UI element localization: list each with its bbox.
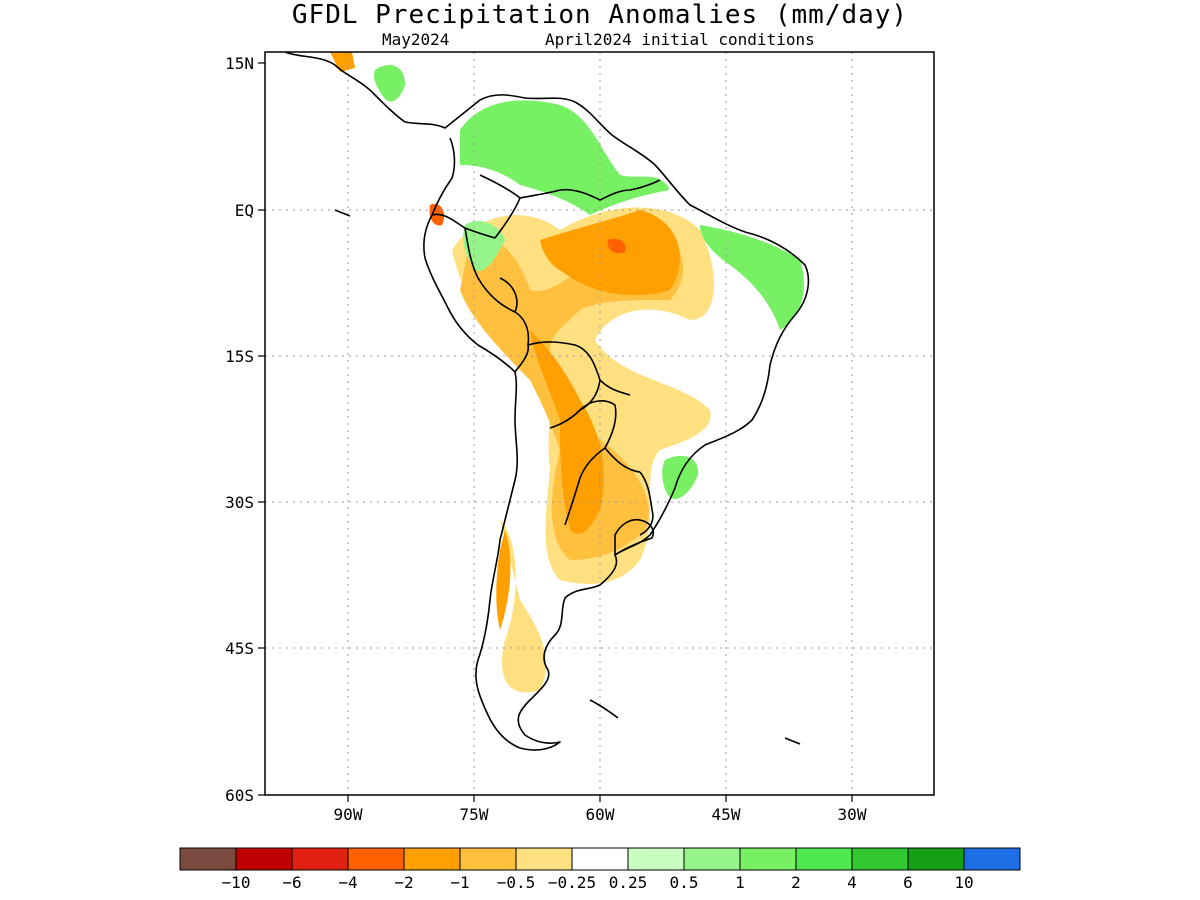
map-subtitle-month: May2024 bbox=[382, 30, 450, 49]
dry-central-america bbox=[330, 52, 355, 72]
colorbar-label: −1 bbox=[450, 873, 469, 892]
colorbar-label: −4 bbox=[338, 873, 357, 892]
y-axis-labels: 15N EQ 15S 30S 45S 60S bbox=[225, 54, 254, 805]
colorbar-label: 6 bbox=[903, 873, 913, 892]
x-axis-labels: 90W 75W 60W 45W 30W bbox=[334, 805, 867, 824]
colorbar-swatch bbox=[571, 847, 629, 871]
colorbar-labels: −10 −6 −4 −2 −1 −0.5 −0.25 0.25 0.5 1 2 4 6 10 bbox=[222, 873, 974, 892]
wet-region-southeast-brazil bbox=[662, 455, 699, 499]
colorbar-label: 10 bbox=[954, 873, 973, 892]
colorbar-swatch bbox=[627, 847, 685, 871]
colorbar-swatch bbox=[347, 847, 405, 871]
y-tick-label: 45S bbox=[225, 639, 254, 658]
colorbar-label: −6 bbox=[282, 873, 301, 892]
colorbar-swatch bbox=[515, 847, 573, 871]
colorbar-label: −2 bbox=[394, 873, 413, 892]
dry-region-bolivia bbox=[530, 330, 604, 534]
colorbar-label: 2 bbox=[791, 873, 801, 892]
y-tick-label: 30S bbox=[225, 493, 254, 512]
y-tick-label: 15N bbox=[225, 54, 254, 73]
colorbar-swatch bbox=[963, 847, 1021, 871]
colorbar-label: −10 bbox=[222, 873, 251, 892]
colorbar-label: −0.5 bbox=[497, 873, 536, 892]
y-tick-label: 60S bbox=[225, 786, 254, 805]
colorbar bbox=[179, 847, 1021, 871]
colorbar-swatch bbox=[235, 847, 293, 871]
tick-marks bbox=[258, 62, 853, 802]
x-tick-label: 60W bbox=[586, 805, 615, 824]
colorbar-label: 4 bbox=[847, 873, 857, 892]
colorbar-label: 0.25 bbox=[609, 873, 648, 892]
colorbar-label: 0.5 bbox=[670, 873, 699, 892]
colorbar-swatch bbox=[739, 847, 797, 871]
colorbar-swatch bbox=[459, 847, 517, 871]
dry-core bbox=[607, 238, 626, 254]
colorbar-swatch bbox=[403, 847, 461, 871]
y-tick-label: EQ bbox=[235, 201, 254, 220]
dry-region-chile bbox=[496, 530, 511, 630]
colorbar-swatch bbox=[851, 847, 909, 871]
colorbar-swatch bbox=[907, 847, 965, 871]
wet-region-central-america bbox=[373, 65, 405, 102]
colorbar-swatch bbox=[795, 847, 853, 871]
dry-region-amazon bbox=[540, 210, 680, 296]
x-tick-label: 75W bbox=[460, 805, 489, 824]
y-tick-label: 15S bbox=[225, 347, 254, 366]
x-tick-label: 45W bbox=[712, 805, 741, 824]
map-subtitle-initial-conditions: April2024 initial conditions bbox=[545, 30, 815, 49]
colorbar-swatch bbox=[179, 847, 237, 871]
colorbar-label: 1 bbox=[735, 873, 745, 892]
dry-region-south bbox=[500, 520, 547, 693]
wet-region-colombia bbox=[463, 220, 505, 271]
colorbar-swatch bbox=[291, 847, 349, 871]
colorbar-label: −0.25 bbox=[548, 873, 596, 892]
map-title: GFDL Precipitation Anomalies (mm/day) bbox=[291, 0, 909, 30]
coastlines bbox=[284, 52, 810, 751]
wet-region-north bbox=[460, 100, 670, 215]
x-tick-label: 90W bbox=[334, 805, 363, 824]
graticule bbox=[265, 52, 934, 795]
wet-region-northeast-brazil bbox=[700, 225, 804, 330]
colorbar-swatch bbox=[683, 847, 741, 871]
x-tick-label: 30W bbox=[838, 805, 867, 824]
